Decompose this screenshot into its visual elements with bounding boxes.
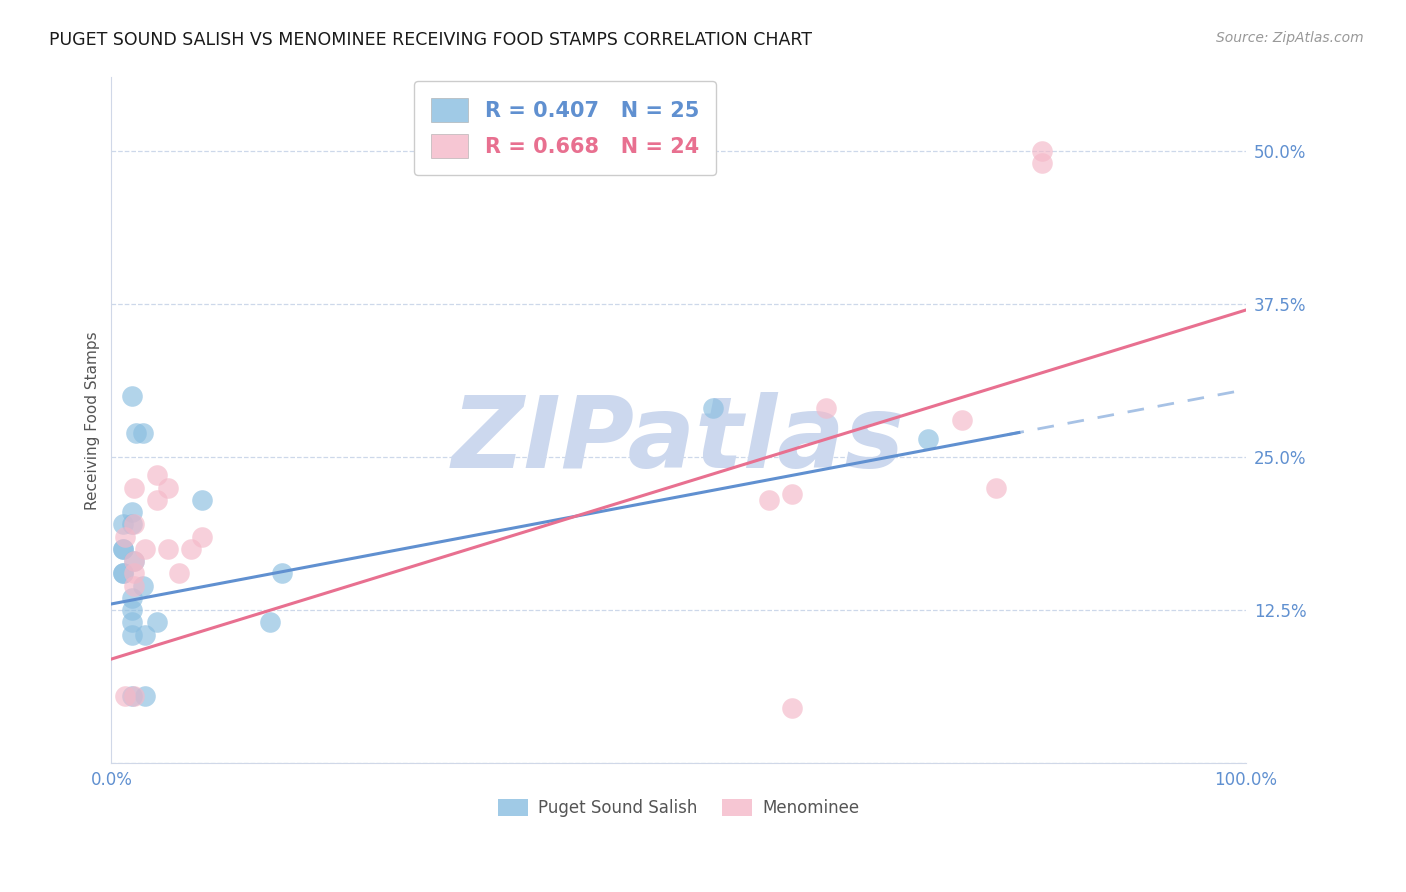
Point [121, 603, 143, 617]
Point [146, 615, 169, 630]
Point [111, 517, 134, 532]
Text: Source: ZipAtlas.com: Source: ZipAtlas.com [1216, 31, 1364, 45]
Point [169, 566, 191, 581]
Point [758, 492, 780, 507]
Point [1031, 144, 1053, 158]
Point [122, 517, 145, 532]
Point [111, 566, 134, 581]
Point [122, 554, 145, 568]
Point [114, 689, 136, 703]
Point [157, 481, 180, 495]
Point [134, 627, 156, 641]
Point [125, 425, 148, 440]
Point [950, 413, 973, 427]
Point [1031, 156, 1053, 170]
Point [180, 541, 202, 556]
Point [121, 615, 143, 630]
Point [121, 689, 143, 703]
Point [780, 487, 803, 501]
Point [121, 389, 143, 403]
Point [122, 689, 145, 703]
Point [122, 481, 145, 495]
Point [984, 481, 1007, 495]
Point [134, 541, 156, 556]
Point [114, 530, 136, 544]
Point [121, 517, 143, 532]
Point [132, 425, 155, 440]
Point [121, 591, 143, 605]
Point [122, 566, 145, 581]
Point [122, 554, 145, 568]
Point [122, 578, 145, 592]
Point [259, 615, 281, 630]
Point [111, 566, 134, 581]
Point [702, 401, 724, 415]
Y-axis label: Receiving Food Stamps: Receiving Food Stamps [86, 331, 100, 509]
Point [121, 627, 143, 641]
Point [134, 689, 156, 703]
Point [917, 432, 939, 446]
Legend: Puget Sound Salish, Menominee: Puget Sound Salish, Menominee [491, 792, 866, 823]
Point [111, 541, 134, 556]
Point [121, 505, 143, 519]
Point [146, 492, 169, 507]
Point [270, 566, 292, 581]
Point [191, 530, 214, 544]
Point [814, 401, 837, 415]
Text: ZIPatlas: ZIPatlas [451, 392, 905, 490]
Point [132, 578, 155, 592]
Point [111, 541, 134, 556]
Point [191, 492, 214, 507]
Point [146, 468, 169, 483]
Text: PUGET SOUND SALISH VS MENOMINEE RECEIVING FOOD STAMPS CORRELATION CHART: PUGET SOUND SALISH VS MENOMINEE RECEIVIN… [49, 31, 813, 49]
Point [780, 701, 803, 715]
Point [157, 541, 180, 556]
